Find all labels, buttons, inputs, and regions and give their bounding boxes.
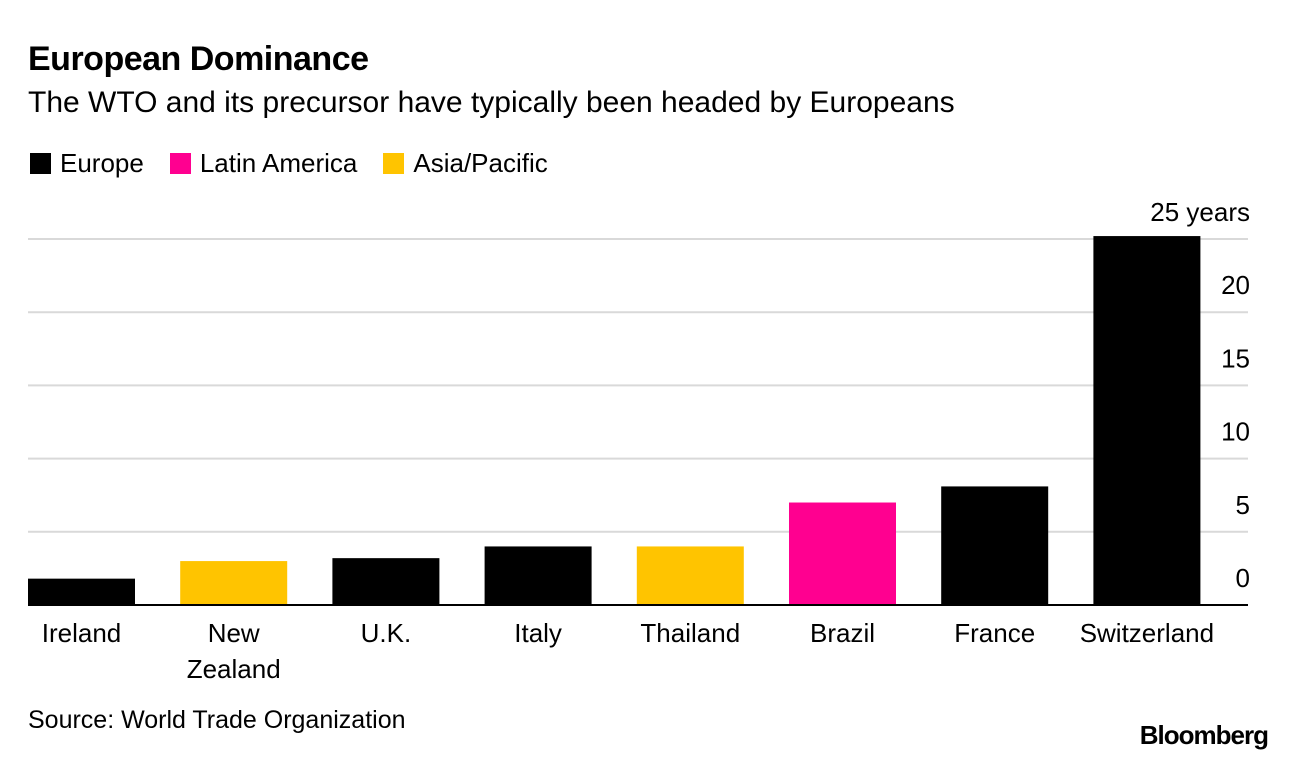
legend-swatch-europe xyxy=(30,153,51,174)
legend-label-europe: Europe xyxy=(60,148,144,178)
source-note: Source: World Trade Organization xyxy=(28,706,406,734)
x-tick-label: Brazil xyxy=(810,618,875,648)
x-tick-label: France xyxy=(954,618,1035,648)
y-tick-label: 15 xyxy=(1221,343,1250,373)
bar-switzerland xyxy=(1093,236,1201,605)
bar-thailand xyxy=(636,546,744,605)
bars xyxy=(28,236,1201,605)
chart-title: European Dominance xyxy=(28,40,369,78)
bar-u-k- xyxy=(332,558,440,605)
chart-subtitle: The WTO and its precursor have typically… xyxy=(28,86,955,119)
bar-italy xyxy=(484,546,592,605)
bar-chart: 0 5 10 15 20 25 years Ireland New Zealand U.K. It… xyxy=(28,197,1250,684)
legend-label-asia-pacific: Asia/Pacific xyxy=(413,148,548,178)
bar-ireland xyxy=(28,578,135,605)
x-tick-label: U.K. xyxy=(361,618,412,648)
legend-item-latin-america: Latin America xyxy=(169,148,358,179)
bloomberg-logo: Bloomberg xyxy=(1139,720,1269,750)
legend-item-asia-pacific: Asia/Pacific xyxy=(383,148,548,179)
bar-brazil xyxy=(789,502,896,605)
legend-label-latin-america: Latin America xyxy=(199,148,358,178)
bar-new-zealand xyxy=(180,561,288,605)
y-tick-label: 5 xyxy=(1236,490,1250,520)
gridlines xyxy=(28,238,1248,533)
x-tick-label: Switzerland xyxy=(1080,618,1214,648)
x-tick-label: Thailand xyxy=(640,618,740,648)
x-tick-label: Ireland xyxy=(42,618,122,648)
x-tick-label: New Zealand xyxy=(187,618,281,684)
x-tick-label: Italy xyxy=(514,618,562,648)
legend-swatch-latin-america xyxy=(169,153,191,174)
chart-legend: Europe Latin America Asia/Pacific xyxy=(30,148,574,179)
y-axis-ticks: 0 5 10 15 20 25 years xyxy=(1150,197,1250,593)
x-axis-labels: Ireland New Zealand U.K. Italy Thailand Brazil… xyxy=(42,618,1214,684)
legend-item-europe: Europe xyxy=(30,148,144,179)
y-tick-label: 20 xyxy=(1221,270,1250,300)
legend-swatch-asia-pacific xyxy=(383,153,405,174)
y-tick-label: 25 years xyxy=(1150,197,1250,227)
y-tick-label: 0 xyxy=(1236,563,1250,593)
bar-france xyxy=(941,486,1049,605)
y-tick-label: 10 xyxy=(1221,417,1250,447)
